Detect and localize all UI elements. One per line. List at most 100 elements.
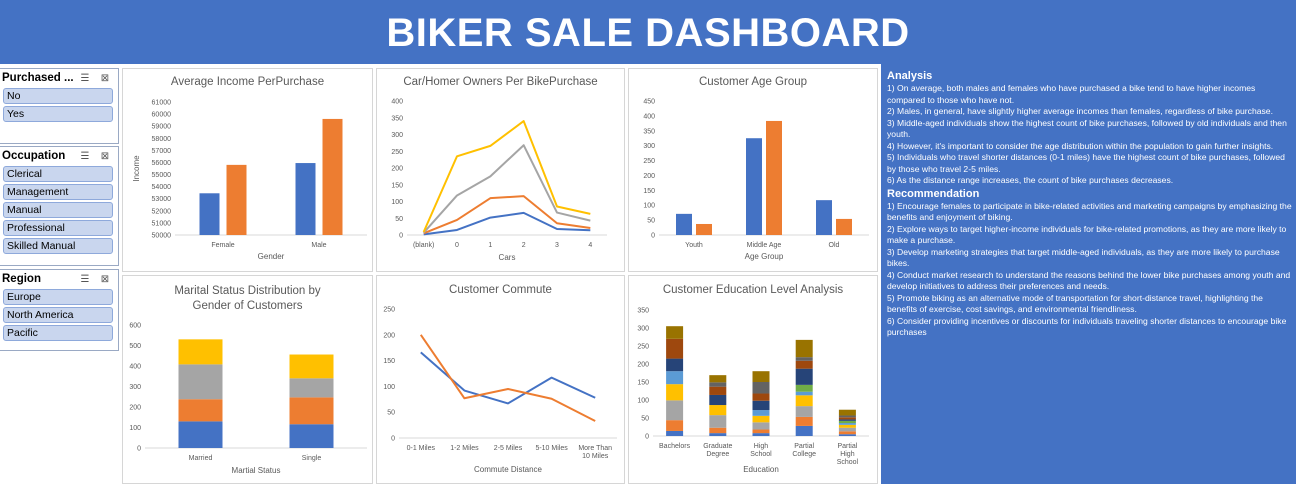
y-tick-label: 50 [641, 416, 649, 423]
bar-segment [666, 338, 684, 359]
recommendation-list: 1) Encourage females to participate in b… [887, 201, 1292, 339]
panel-line: 5) Individuals who travel shorter distan… [887, 152, 1285, 174]
slicer-item-manual[interactable]: Manual [3, 202, 113, 218]
bar-segment [838, 417, 856, 420]
slicer-occupation: Occupation ☰ ⊠ Clerical Management Manua… [0, 146, 119, 266]
y-tick-label: 300 [637, 326, 649, 333]
x-tick-label: More Than [578, 445, 612, 452]
bar-segment [178, 421, 223, 448]
dashboard-title: BIKER SALE DASHBOARD [0, 0, 1296, 64]
bar [676, 213, 692, 235]
bar [816, 200, 832, 235]
chart-marital-status[interactable]: Marital Status Distribution by Gender of… [122, 275, 373, 484]
bar-segment [838, 420, 856, 424]
chart-car-owners[interactable]: Car/Homer Owners Per BikePurchase 0 50 100… [376, 68, 625, 272]
bar-segment [795, 368, 813, 385]
income-chart-svg: 50000 51000 52000 53000 54000 55000 56000 57000… [132, 100, 367, 261]
x-tick-label: 5-10 Miles [535, 445, 568, 452]
x-tick-label: College [792, 451, 816, 458]
slicer-item-europe[interactable]: Europe [3, 289, 113, 305]
y-tick-label: 300 [129, 384, 141, 391]
y-tick-label: 0 [137, 446, 141, 453]
bar [696, 223, 712, 235]
bar-segment [752, 433, 770, 436]
x-tick-label: 2 [522, 242, 526, 249]
x-tick-label: (blank) [413, 242, 434, 249]
slicer-item-management[interactable]: Management [3, 184, 113, 200]
panel-line: 2) Explore ways to target higher-income … [887, 223, 1287, 246]
bar-segment [709, 427, 727, 434]
slicer-title: Purchased ... [2, 72, 74, 84]
y-tick-label: 0 [391, 436, 395, 443]
bar-segment [838, 415, 856, 418]
bar-segment [666, 420, 684, 431]
multi-select-icon[interactable]: ☰ [80, 273, 90, 285]
y-tick-label: 400 [129, 364, 141, 371]
panel-line: 2) Males, in general, have slightly high… [887, 106, 1273, 116]
bar-segment [795, 360, 813, 369]
bar-segment [752, 393, 770, 401]
series-line [422, 144, 591, 234]
cars-chart-svg: 0 50 100 150 200 250 300 350 400 (blank) 0 1 2 3 4 Cars [391, 99, 607, 262]
slicer-item-skilled-manual[interactable]: Skilled Manual [3, 238, 113, 254]
slicer-item-pacific[interactable]: Pacific [3, 325, 113, 341]
bar-segment [838, 427, 856, 432]
chart-title: Marital Status Distribution by Gender of… [174, 285, 321, 312]
slicer-item-professional[interactable]: Professional [3, 220, 113, 236]
bar-segment [178, 399, 223, 422]
y-tick-label: 100 [129, 425, 141, 432]
x-axis-title: Commute Distance [474, 465, 543, 474]
y-tick-label: 150 [383, 358, 395, 365]
chart-education[interactable]: Customer Education Level Analysis 0 50 100… [628, 275, 878, 484]
bar-segment [795, 391, 813, 396]
x-tick-label: Bachelors [659, 443, 691, 450]
clear-filter-icon[interactable]: ⊠ [100, 273, 110, 285]
bar-segment [709, 382, 727, 387]
x-tick-label: Old [829, 242, 840, 249]
chart-average-income[interactable]: Average Income PerPurchase 50000 51000 520… [122, 68, 373, 272]
bar [199, 193, 220, 235]
y-tick-label: 300 [643, 143, 655, 150]
bar-segment [838, 419, 856, 421]
bar-segment [838, 409, 856, 416]
bar-segment [289, 378, 334, 398]
y-tick-label: 350 [643, 128, 655, 135]
y-axis-title: Income [132, 155, 141, 182]
y-tick-label: 50 [647, 218, 655, 225]
y-tick-label: 53000 [152, 196, 172, 203]
panel-line: 6) Consider providing incentives or disc… [887, 315, 1287, 338]
y-tick-label: 100 [643, 203, 655, 210]
series-line [423, 195, 591, 235]
slicer-item-yes[interactable]: Yes [3, 106, 113, 122]
y-tick-label: 51000 [152, 220, 172, 227]
analysis-list: 1) On average, both males and females wh… [887, 83, 1292, 187]
slicer-header: Region ☰ ⊠ [0, 270, 118, 288]
x-axis-title: Gender [258, 252, 285, 261]
clear-filter-icon[interactable]: ⊠ [100, 72, 110, 84]
x-tick-label: Partial [837, 443, 857, 450]
chart-commute[interactable]: Customer Commute 0 50 100 150 200 250 0-1 Mile… [376, 275, 625, 484]
education-chart-svg: 0 50 100 150 200 250 300 350 Bachelors GraduateDe… [637, 308, 869, 474]
bar-segment [752, 415, 770, 423]
chart-age-group[interactable]: Customer Age Group 0 50 100 150 200 250 300 350… [628, 68, 878, 272]
slicer-purchased: Purchased ... ☰ ⊠ No Yes [0, 68, 119, 144]
x-tick-label: 4 [588, 242, 592, 249]
x-tick-label: 2-5 Miles [494, 445, 523, 452]
bar-segment [178, 364, 223, 400]
slicer-item-no[interactable]: No [3, 88, 113, 104]
multi-select-icon[interactable]: ☰ [80, 72, 90, 84]
x-tick-label: School [837, 459, 859, 466]
y-tick-label: 58000 [152, 136, 172, 143]
bar [746, 138, 762, 235]
clear-filter-icon[interactable]: ⊠ [100, 150, 110, 162]
bar-segment [709, 394, 727, 406]
slicer-item-north-america[interactable]: North America [3, 307, 113, 323]
x-tick-label: Middle Age [747, 242, 782, 249]
slicer-item-clerical[interactable]: Clerical [3, 166, 113, 182]
y-tick-label: 150 [391, 182, 403, 189]
bar-segment [838, 424, 856, 428]
bar-segment [752, 400, 770, 411]
multi-select-icon[interactable]: ☰ [80, 150, 90, 162]
panel-line: 1) Encourage females to participate in b… [887, 200, 1292, 223]
bar [766, 120, 782, 235]
